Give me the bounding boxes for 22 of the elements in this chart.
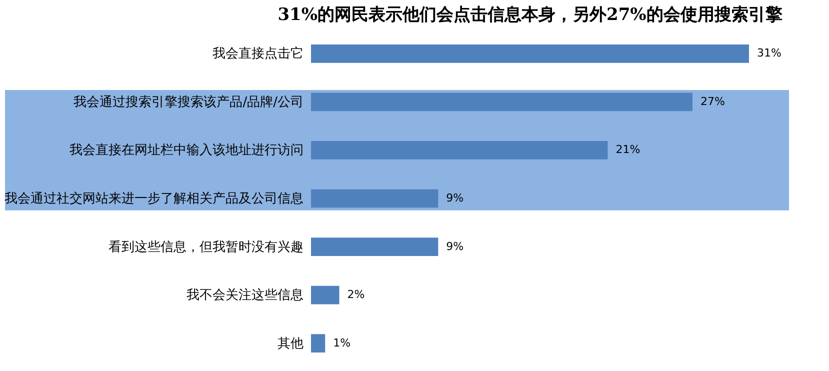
bar: [311, 238, 438, 256]
y-tick-label: 我会直接点击它: [212, 46, 304, 62]
bar: [311, 44, 749, 63]
bar: [311, 92, 692, 112]
data-label: 9%: [446, 240, 464, 253]
y-tick-label: 看到这些信息，但我暂时没有兴趣: [108, 240, 304, 255]
y-tick-label: 我会直接在网址栏中输入该地址进行访问: [70, 142, 304, 158]
bar: [311, 141, 608, 160]
data-label: 27%: [700, 94, 725, 108]
bar: [311, 334, 326, 353]
y-tick-label: 其他: [278, 336, 304, 352]
y-tick-label: 我不会关注这些信息: [186, 288, 304, 304]
data-label: 21%: [616, 143, 640, 156]
data-label: 2%: [347, 288, 365, 302]
data-label: 1%: [333, 336, 351, 350]
data-label: 9%: [446, 192, 464, 204]
y-tick-label: 我会通过搜索引擎搜索该产品/品牌/公司: [74, 94, 304, 110]
y-tick-label: 我会通过社交网站来进一步了解相关产品及公司信息: [4, 190, 304, 206]
bar: [311, 286, 340, 304]
bar: [311, 189, 438, 208]
chart-title: 31%的网民表示他们会点击信息本身，另外27%的会使用搜索引擎: [278, 5, 784, 25]
data-label: 31%: [757, 46, 782, 60]
